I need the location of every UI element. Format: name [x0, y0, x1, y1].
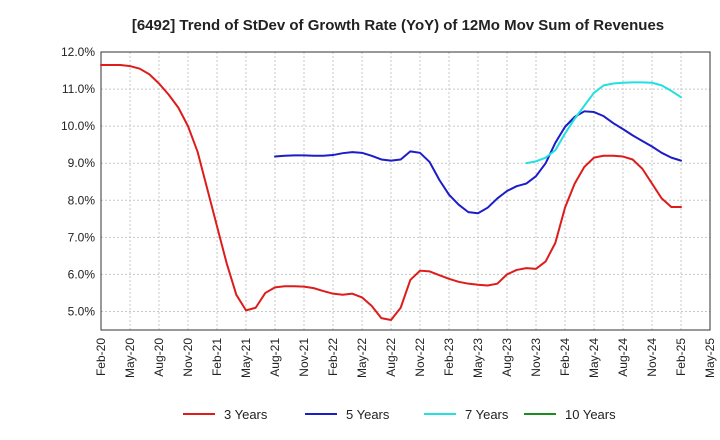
series-line-5-years — [274, 110, 682, 215]
y-tick-label: 9.0% — [68, 156, 96, 170]
y-tick-label: 10.0% — [61, 119, 95, 133]
x-tick-label: Feb-23 — [442, 338, 456, 376]
x-tick-label: Feb-21 — [210, 338, 224, 376]
legend: 3 Years 5 Years 7 Years 10 Years — [183, 407, 616, 422]
y-tick-label: 8.0% — [68, 193, 96, 207]
y-tick-label: 12.0% — [61, 45, 95, 59]
series-layer — [100, 63, 682, 321]
axis-layer: 5.0% 6.0% 7.0% 8.0% 9.0% 10.0% 11.0% 12.0% Feb-2… — [61, 45, 717, 378]
x-tick-label: May-20 — [123, 338, 137, 378]
x-tick-label: Feb-25 — [674, 338, 688, 376]
x-tick-label: May-25 — [703, 338, 717, 378]
y-tick-label: 5.0% — [68, 304, 96, 318]
x-tick-label: Nov-24 — [645, 338, 659, 377]
x-tick-label: Aug-20 — [152, 338, 166, 377]
legend-label-7-years: 7 Years — [465, 407, 509, 422]
x-tick-label: May-21 — [239, 338, 253, 378]
x-tick-label: Nov-21 — [297, 338, 311, 377]
x-tick-label: Aug-24 — [616, 338, 630, 377]
legend-label-5-years: 5 Years — [346, 407, 390, 422]
plot-frame — [100, 51, 711, 331]
y-tick-label: 11.0% — [62, 82, 95, 96]
x-tick-label: May-24 — [587, 338, 601, 378]
series-line-3-years — [100, 63, 682, 321]
legend-label-10-years: 10 Years — [565, 407, 616, 422]
grid-layer — [100, 51, 711, 330]
series-line-7-years — [525, 81, 682, 165]
legend-label-3-years: 3 Years — [224, 407, 268, 422]
x-tick-label: May-23 — [471, 338, 485, 378]
y-tick-label: 7.0% — [68, 230, 96, 244]
x-tick-label: Aug-23 — [500, 338, 514, 377]
x-tick-label: Feb-24 — [558, 338, 572, 376]
x-tick-label: Nov-22 — [413, 338, 427, 377]
x-tick-label: Aug-21 — [268, 338, 282, 377]
x-tick-label: Feb-20 — [94, 338, 108, 376]
y-tick-label: 6.0% — [68, 267, 96, 281]
x-tick-label: Feb-22 — [326, 338, 340, 376]
x-tick-label: Nov-20 — [181, 338, 195, 377]
x-tick-label: Nov-23 — [529, 338, 543, 377]
x-tick-label: Aug-22 — [384, 338, 398, 377]
x-tick-label: May-22 — [355, 338, 369, 378]
chart-title: [6492] Trend of StDev of Growth Rate (Yo… — [132, 17, 664, 34]
